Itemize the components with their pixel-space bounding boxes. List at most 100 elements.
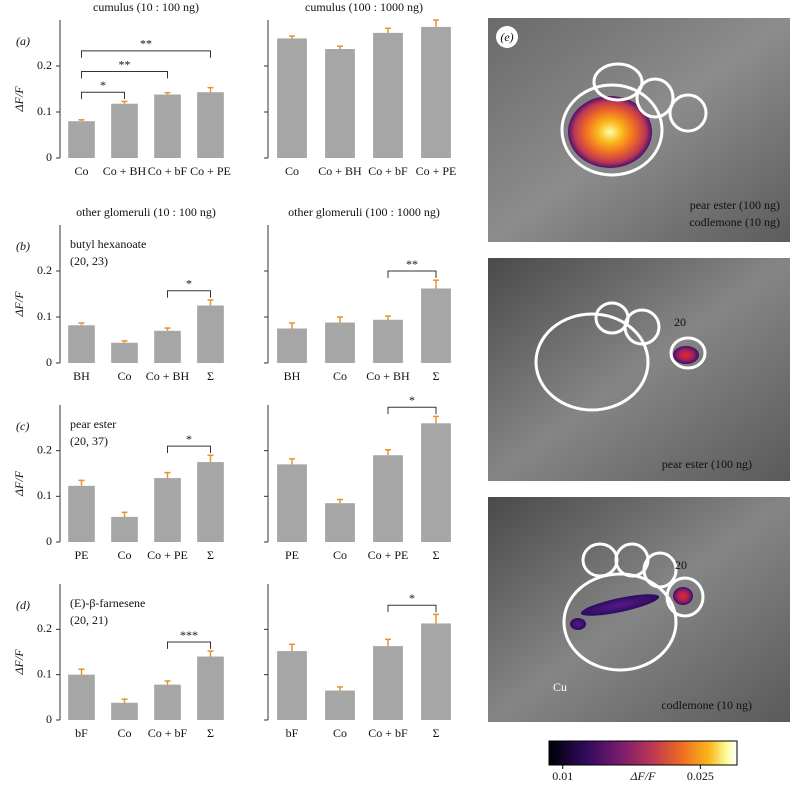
y-axis-label: ΔF/F xyxy=(12,470,26,497)
x-tick-label: Σ xyxy=(433,548,440,562)
bar xyxy=(421,623,451,720)
colorbar-label: ΔF/F xyxy=(629,769,656,783)
y-tick-label: 0.1 xyxy=(37,666,52,680)
x-tick-label: BH xyxy=(73,369,90,383)
bar xyxy=(373,646,403,720)
significance-label: *** xyxy=(180,628,198,642)
bar xyxy=(154,330,181,363)
x-tick-label: Σ xyxy=(207,726,214,740)
bar xyxy=(111,516,138,542)
x-tick-label: Co + BH xyxy=(366,369,410,383)
panel-label: (d) xyxy=(16,598,30,612)
activity-blob xyxy=(568,96,652,168)
bar xyxy=(111,702,138,720)
annotation: (20, 23) xyxy=(70,254,108,268)
x-tick-label: Co + bF xyxy=(148,164,188,178)
y-tick-label: 0.1 xyxy=(37,309,52,323)
x-tick-label: Co xyxy=(285,164,299,178)
x-tick-label: Co + PE xyxy=(416,164,457,178)
panel-label: (e) xyxy=(500,30,513,44)
significance-bracket xyxy=(167,445,211,453)
bar xyxy=(325,322,355,363)
outline xyxy=(623,308,661,346)
bar xyxy=(197,462,224,542)
bar xyxy=(68,325,95,363)
significance-label: * xyxy=(186,432,192,446)
significance-label: ** xyxy=(119,57,131,71)
outline xyxy=(642,551,678,589)
x-tick-label: Co xyxy=(333,369,347,383)
bar xyxy=(373,319,403,363)
x-tick-label: Co + PE xyxy=(147,548,188,562)
image-caption: codlemone (10 ng) xyxy=(661,698,752,712)
x-tick-label: PE xyxy=(74,548,88,562)
y-tick-label: 0.2 xyxy=(37,621,52,635)
x-tick-label: bF xyxy=(75,726,88,740)
x-tick-label: Σ xyxy=(207,548,214,562)
chart-title: cumulus (10 : 100 ng) xyxy=(93,0,199,14)
image-caption: codlemone (10 ng) xyxy=(689,215,780,229)
bar xyxy=(111,342,138,363)
y-tick-label: 0.2 xyxy=(37,263,52,277)
significance-bracket xyxy=(81,50,211,58)
significance-label: * xyxy=(409,393,415,407)
y-tick-label: 0 xyxy=(46,712,52,726)
x-tick-label: Co + PE xyxy=(190,164,231,178)
annotation: (20, 37) xyxy=(70,434,108,448)
y-axis-label: ΔF/F xyxy=(12,649,26,676)
activity-blob xyxy=(673,346,699,364)
bar xyxy=(111,103,138,158)
significance-bracket xyxy=(81,71,168,79)
annotation: butyl hexanoate xyxy=(70,237,146,251)
bar xyxy=(421,26,451,159)
bar xyxy=(277,464,307,542)
chart-title: other glomeruli (100 : 1000 ng) xyxy=(288,205,440,219)
bar xyxy=(68,485,95,542)
x-tick-label: Co xyxy=(74,164,88,178)
significance-label: * xyxy=(409,591,415,605)
x-tick-label: Co + BH xyxy=(146,369,190,383)
significance-label: * xyxy=(100,78,106,92)
y-tick-label: 0 xyxy=(46,150,52,164)
bar xyxy=(325,690,355,720)
bar xyxy=(197,656,224,720)
outline xyxy=(635,77,675,119)
x-tick-label: Co + bF xyxy=(148,726,188,740)
significance-bracket xyxy=(387,406,437,415)
bar xyxy=(325,503,355,542)
image-panel: (e) pear ester (100 ng) codlemone (10 ng… xyxy=(488,18,790,783)
bar xyxy=(277,38,307,158)
x-tick-label: PE xyxy=(285,548,299,562)
activity-blob xyxy=(673,587,693,605)
colorbar-tick-label: 0.025 xyxy=(687,769,714,783)
bar xyxy=(197,92,224,158)
bar xyxy=(277,328,307,363)
significance-bracket xyxy=(167,641,211,649)
annotation: (20, 21) xyxy=(70,613,108,627)
y-tick-label: 0 xyxy=(46,534,52,548)
x-tick-label: Co + PE xyxy=(368,548,409,562)
chart-title: cumulus (100 : 1000 ng) xyxy=(305,0,423,14)
label-badge xyxy=(496,26,518,48)
y-tick-label: 0.1 xyxy=(37,104,52,118)
significance-label: ** xyxy=(140,37,152,51)
colorbar-tick-label: 0.01 xyxy=(552,769,573,783)
significance-label: ** xyxy=(406,257,418,271)
bar xyxy=(421,288,451,363)
panel-label: (c) xyxy=(16,419,29,433)
image xyxy=(488,497,790,722)
bar xyxy=(277,651,307,720)
annotation: (E)-β-farnesene xyxy=(70,596,145,610)
glomerulus-label: 20 xyxy=(674,315,686,329)
region-label: Cu xyxy=(553,680,567,694)
bar xyxy=(197,305,224,363)
bar xyxy=(373,32,403,158)
x-tick-label: Co xyxy=(333,548,347,562)
significance-bracket xyxy=(167,290,211,298)
bar xyxy=(154,94,181,158)
bar xyxy=(325,48,355,159)
y-axis-label: ΔF/F xyxy=(12,86,26,113)
outline xyxy=(592,62,644,102)
activity-blob xyxy=(570,618,586,630)
